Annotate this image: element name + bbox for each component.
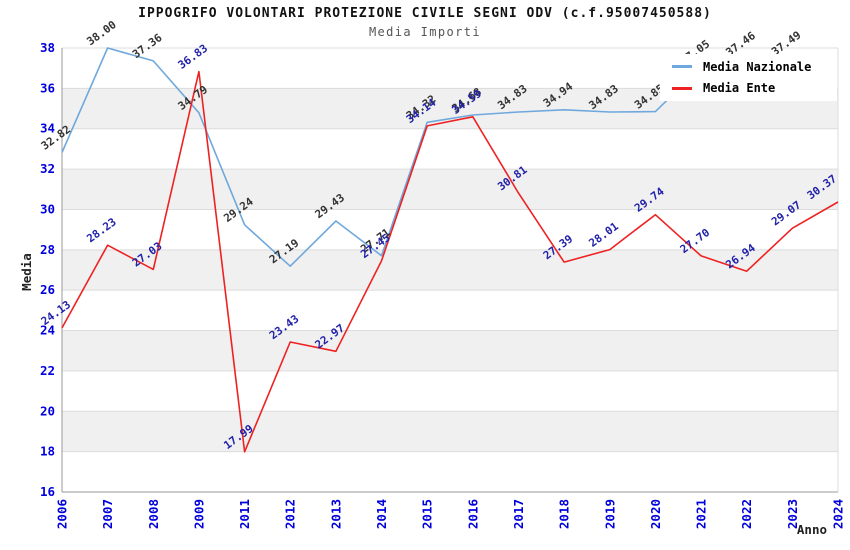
y-tick-label: 20 [40,403,55,418]
x-tick-label: 2014 [374,499,389,529]
plot-band [62,370,838,412]
plot-band [62,249,838,291]
plot-band [62,330,838,371]
y-tick-label: 34 [40,121,55,136]
plot-bands [62,48,838,492]
x-tick-label: 2015 [420,499,435,529]
plot-band [62,169,838,210]
plot-band [62,411,838,452]
plot-band [62,451,838,492]
plot-band [62,128,838,170]
x-axis-tick-labels: 2006 2007 2008 2009 2011 2012 2013 2014 2015 2016… [55,499,846,529]
y-tick-label: 32 [40,161,55,176]
x-tick-label: 2009 [191,499,206,529]
y-tick-label: 18 [40,444,55,459]
x-tick-label: 2023 [785,499,800,529]
legend: Media Nazionale Media Ente [660,54,837,101]
x-tick-label: 2011 [237,499,252,529]
x-tick-label: 2008 [146,499,161,529]
y-axis-title: Media [19,253,34,291]
x-tick-label: 2017 [511,499,526,529]
y-tick-label: 30 [40,201,55,216]
legend-item-media-ente: Media Ente [672,81,837,95]
chart-title: IPPOGRIFO VOLONTARI PROTEZIONE CIVILE SE… [138,6,712,21]
x-tick-label: 2024 [831,499,846,529]
x-tick-label: 2022 [739,499,754,529]
legend-label-nazionale: Media Nazionale [703,59,812,74]
chart-subtitle: Media Importi [368,25,482,39]
legend-swatch-ente-icon [672,86,692,90]
series-line-ente [61,70,839,453]
x-tick-label: 2016 [465,499,480,529]
y-tick-label: 26 [40,282,55,297]
y-tick-label: 28 [40,242,55,257]
x-tick-label: 2012 [283,499,298,529]
y-tick-label: 22 [40,363,55,378]
grid-lines [61,47,839,493]
y-tick-label: 36 [40,80,55,95]
y-axis-tick-labels: 16 18 20 22 24 26 28 30 32 34 36 38 [40,40,55,499]
legend-item-media-nazionale: Media Nazionale [672,60,837,74]
data-point-label: 38.00 [84,18,118,48]
plot-band [62,209,838,250]
x-tick-label: 2006 [55,499,70,529]
legend-swatch-nazionale-icon [672,65,692,69]
x-tick-label: 2018 [557,499,572,529]
plot-band [62,290,838,331]
legend-label-ente: Media Ente [703,81,776,96]
x-tick-label: 2019 [602,499,617,529]
x-tick-label: 2013 [328,499,343,529]
x-tick-label: 2007 [100,499,115,529]
y-tick-label: 24 [40,323,55,338]
y-tick-label: 38 [40,40,55,55]
x-tick-label: 2021 [694,499,709,529]
x-axis-title: Anno [797,522,827,537]
y-tick-label: 16 [40,484,55,499]
x-tick-label: 2020 [648,499,663,529]
